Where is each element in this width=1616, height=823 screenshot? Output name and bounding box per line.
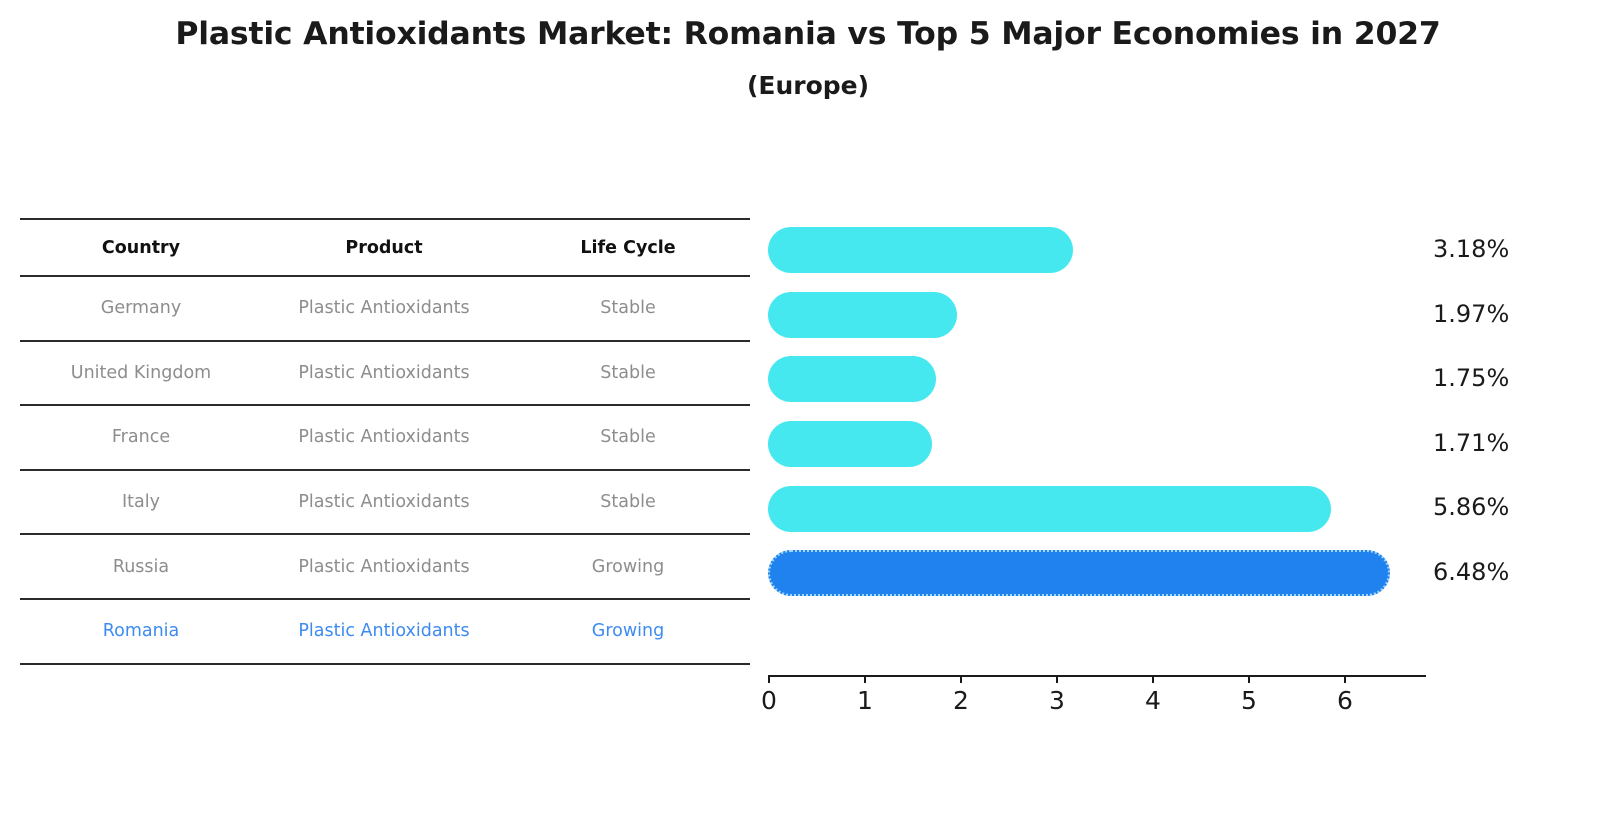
column-header-country: Country bbox=[20, 218, 262, 277]
bar[interactable] bbox=[768, 421, 933, 468]
table-row: France Plastic Antioxidants Stable bbox=[20, 405, 750, 471]
bar-row: 3.18% bbox=[768, 218, 1509, 283]
cell-life-cycle: Growing bbox=[506, 534, 750, 600]
cell-country: Italy bbox=[20, 469, 262, 536]
country-table-container: Country Product Life Cycle Germany Plast… bbox=[20, 218, 750, 665]
table-row: Russia Plastic Antioxidants Growing bbox=[20, 534, 750, 600]
column-header-product: Product bbox=[262, 218, 506, 277]
cell-life-cycle: Stable bbox=[506, 405, 750, 471]
plot-area: 3.18% 1.97% 1.75% 1.71% 5.86% 6.48% 0 1 2 3 4 5 6 bbox=[761, 218, 1509, 715]
cell-country: Germany bbox=[20, 276, 262, 342]
table-header-row: Country Product Life Cycle bbox=[20, 218, 750, 277]
x-axis-tick bbox=[864, 675, 867, 683]
bar[interactable] bbox=[768, 356, 936, 403]
x-axis-tick bbox=[1344, 675, 1347, 683]
cell-country: Romania bbox=[20, 598, 262, 665]
cell-country: Russia bbox=[20, 534, 262, 600]
cell-life-cycle: Stable bbox=[506, 276, 750, 342]
table-row: United Kingdom Plastic Antioxidants Stab… bbox=[20, 340, 750, 407]
x-axis-tick-label: 1 bbox=[857, 686, 873, 715]
table-row-highlighted: Romania Plastic Antioxidants Growing bbox=[20, 598, 750, 665]
bar[interactable] bbox=[768, 291, 958, 338]
x-axis-tick bbox=[960, 675, 963, 683]
x-axis-tick-label: 3 bbox=[1049, 686, 1065, 715]
bar-row: 6.48% bbox=[768, 541, 1509, 606]
x-axis-tick-label: 6 bbox=[1337, 686, 1353, 715]
cell-product: Plastic Antioxidants bbox=[262, 598, 506, 665]
country-table: Country Product Life Cycle Germany Plast… bbox=[20, 218, 750, 665]
table-row: Germany Plastic Antioxidants Stable bbox=[20, 276, 750, 342]
cell-product: Plastic Antioxidants bbox=[262, 276, 506, 342]
bar-highlighted[interactable] bbox=[768, 550, 1391, 597]
x-axis-tick bbox=[1056, 675, 1059, 683]
x-axis-tick bbox=[1152, 675, 1155, 683]
bar-row: 5.86% bbox=[768, 476, 1509, 541]
column-header-life-cycle: Life Cycle bbox=[506, 218, 750, 277]
table-row: Italy Plastic Antioxidants Stable bbox=[20, 469, 750, 536]
cell-country: France bbox=[20, 405, 262, 471]
cell-country: United Kingdom bbox=[20, 340, 262, 407]
bar-value-label: 1.75% bbox=[1433, 364, 1510, 393]
cell-life-cycle: Stable bbox=[506, 340, 750, 407]
chart-title-block: Plastic Antioxidants Market: Romania vs … bbox=[0, 14, 1616, 103]
x-axis-tick-label: 2 bbox=[953, 686, 969, 715]
bar-row: 1.75% bbox=[768, 347, 1509, 412]
bar-row: 1.71% bbox=[768, 412, 1509, 477]
cell-product: Plastic Antioxidants bbox=[262, 340, 506, 407]
table-header: Country Product Life Cycle bbox=[20, 218, 750, 277]
cell-life-cycle: Stable bbox=[506, 469, 750, 536]
x-axis-line bbox=[768, 675, 1426, 678]
bar-chart: 3.18% 1.97% 1.75% 1.71% 5.86% 6.48% 0 1 2 3 4 5 6 bbox=[761, 218, 1568, 715]
cell-product: Plastic Antioxidants bbox=[262, 405, 506, 471]
x-axis-tick-label: 5 bbox=[1241, 686, 1257, 715]
cell-product: Plastic Antioxidants bbox=[262, 469, 506, 536]
bar-value-label: 6.48% bbox=[1433, 558, 1510, 586]
cell-product: Plastic Antioxidants bbox=[262, 534, 506, 600]
cell-life-cycle: Growing bbox=[506, 598, 750, 665]
bar-value-label: 1.71% bbox=[1433, 428, 1510, 457]
chart-title-primary: Plastic Antioxidants Market: Romania vs … bbox=[175, 16, 1441, 52]
bar-value-label: 5.86% bbox=[1433, 493, 1510, 522]
table-body: Germany Plastic Antioxidants Stable Unit… bbox=[20, 276, 750, 665]
x-axis-tick bbox=[1248, 675, 1251, 683]
bar[interactable] bbox=[768, 227, 1074, 274]
bar-row: 1.97% bbox=[768, 283, 1509, 348]
bar-value-label: 1.97% bbox=[1433, 299, 1510, 328]
x-axis-tick bbox=[768, 675, 771, 683]
bar-value-label: 3.18% bbox=[1433, 235, 1510, 263]
bar[interactable] bbox=[768, 485, 1331, 532]
x-axis-tick-label: 4 bbox=[1145, 686, 1161, 715]
x-axis-tick-label: 0 bbox=[761, 686, 777, 715]
chart-title-subtitle: (Europe) bbox=[746, 71, 870, 101]
